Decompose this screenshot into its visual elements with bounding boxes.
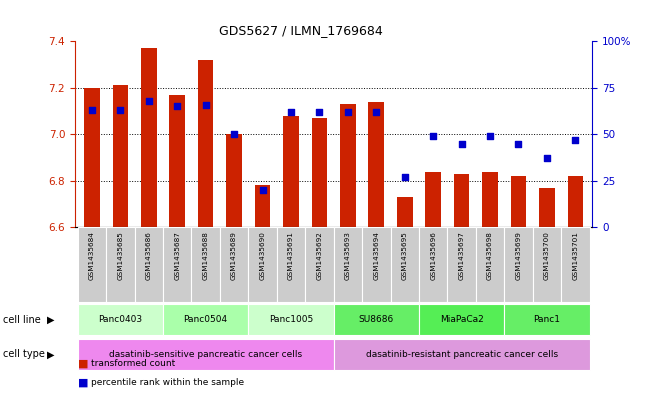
Bar	[163, 227, 191, 302]
Point	[342, 109, 353, 115]
Bar	[248, 304, 333, 335]
Bar	[312, 118, 327, 227]
Point	[456, 140, 467, 147]
Bar	[333, 227, 362, 302]
Point	[513, 140, 523, 147]
Text: SU8686: SU8686	[359, 315, 394, 324]
Text: GSM1435692: GSM1435692	[316, 231, 322, 280]
Text: MiaPaCa2: MiaPaCa2	[439, 315, 484, 324]
Text: GSM1435690: GSM1435690	[260, 231, 266, 280]
Text: GSM1435687: GSM1435687	[174, 231, 180, 280]
Bar	[533, 227, 561, 302]
Bar	[77, 304, 163, 335]
Bar	[106, 227, 135, 302]
Point	[257, 187, 268, 193]
Point	[144, 98, 154, 104]
Text: GSM1435698: GSM1435698	[487, 231, 493, 280]
Bar	[454, 174, 469, 227]
Bar	[425, 171, 441, 227]
Bar	[169, 95, 185, 227]
Bar	[305, 227, 333, 302]
Text: Panc0403: Panc0403	[98, 315, 143, 324]
Text: Panc1: Panc1	[533, 315, 561, 324]
Text: GSM1435694: GSM1435694	[373, 231, 380, 280]
Bar	[505, 227, 533, 302]
Bar	[568, 176, 583, 227]
Bar	[248, 227, 277, 302]
Bar	[227, 134, 242, 227]
Text: GSM1435684: GSM1435684	[89, 231, 95, 280]
Text: GSM1435688: GSM1435688	[202, 231, 209, 280]
Bar	[362, 227, 391, 302]
Point	[400, 174, 410, 180]
Point	[87, 107, 97, 113]
Bar	[277, 227, 305, 302]
Bar	[141, 48, 157, 227]
Bar	[135, 227, 163, 302]
Text: cell line: cell line	[3, 314, 41, 325]
Point	[201, 101, 211, 108]
Text: GDS5627 / ILMN_1769684: GDS5627 / ILMN_1769684	[219, 24, 383, 37]
Point	[485, 133, 495, 139]
Bar	[77, 339, 333, 370]
Text: ▶: ▶	[47, 349, 55, 359]
Point	[172, 103, 182, 110]
Text: ■: ■	[78, 378, 89, 388]
Text: GSM1435701: GSM1435701	[572, 231, 578, 280]
Text: transformed count: transformed count	[91, 359, 175, 368]
Bar	[368, 102, 384, 227]
Text: GSM1435689: GSM1435689	[231, 231, 237, 280]
Bar	[163, 304, 248, 335]
Bar	[333, 304, 419, 335]
Text: GSM1435696: GSM1435696	[430, 231, 436, 280]
Bar	[191, 227, 220, 302]
Text: ▶: ▶	[47, 314, 55, 325]
Point	[428, 133, 438, 139]
Bar	[220, 227, 248, 302]
Bar	[419, 227, 447, 302]
Text: GSM1435697: GSM1435697	[458, 231, 465, 280]
Point	[570, 137, 581, 143]
Text: ■: ■	[78, 358, 89, 368]
Bar	[419, 304, 505, 335]
Bar	[84, 88, 100, 227]
Bar	[505, 304, 590, 335]
Text: dasatinib-resistant pancreatic cancer cells: dasatinib-resistant pancreatic cancer ce…	[366, 350, 558, 359]
Bar	[447, 227, 476, 302]
Text: cell type: cell type	[3, 349, 45, 359]
Bar	[198, 60, 214, 227]
Bar	[77, 227, 106, 302]
Bar	[539, 188, 555, 227]
Bar	[391, 227, 419, 302]
Text: GSM1435699: GSM1435699	[516, 231, 521, 280]
Bar	[283, 116, 299, 227]
Text: GSM1435695: GSM1435695	[402, 231, 408, 280]
Point	[115, 107, 126, 113]
Point	[371, 109, 381, 115]
Text: dasatinib-sensitive pancreatic cancer cells: dasatinib-sensitive pancreatic cancer ce…	[109, 350, 302, 359]
Text: GSM1435700: GSM1435700	[544, 231, 550, 280]
Point	[314, 109, 325, 115]
Text: GSM1435691: GSM1435691	[288, 231, 294, 280]
Text: Panc1005: Panc1005	[269, 315, 313, 324]
Point	[542, 155, 552, 162]
Bar	[397, 197, 413, 227]
Bar	[255, 185, 270, 227]
Text: percentile rank within the sample: percentile rank within the sample	[91, 378, 244, 387]
Point	[229, 131, 240, 138]
Bar	[561, 227, 590, 302]
Bar	[333, 339, 590, 370]
Bar	[340, 104, 355, 227]
Text: GSM1435686: GSM1435686	[146, 231, 152, 280]
Text: Panc0504: Panc0504	[184, 315, 228, 324]
Bar	[113, 85, 128, 227]
Bar	[476, 227, 505, 302]
Text: GSM1435685: GSM1435685	[117, 231, 123, 280]
Bar	[482, 171, 498, 227]
Bar	[510, 176, 526, 227]
Point	[286, 109, 296, 115]
Text: GSM1435693: GSM1435693	[345, 231, 351, 280]
